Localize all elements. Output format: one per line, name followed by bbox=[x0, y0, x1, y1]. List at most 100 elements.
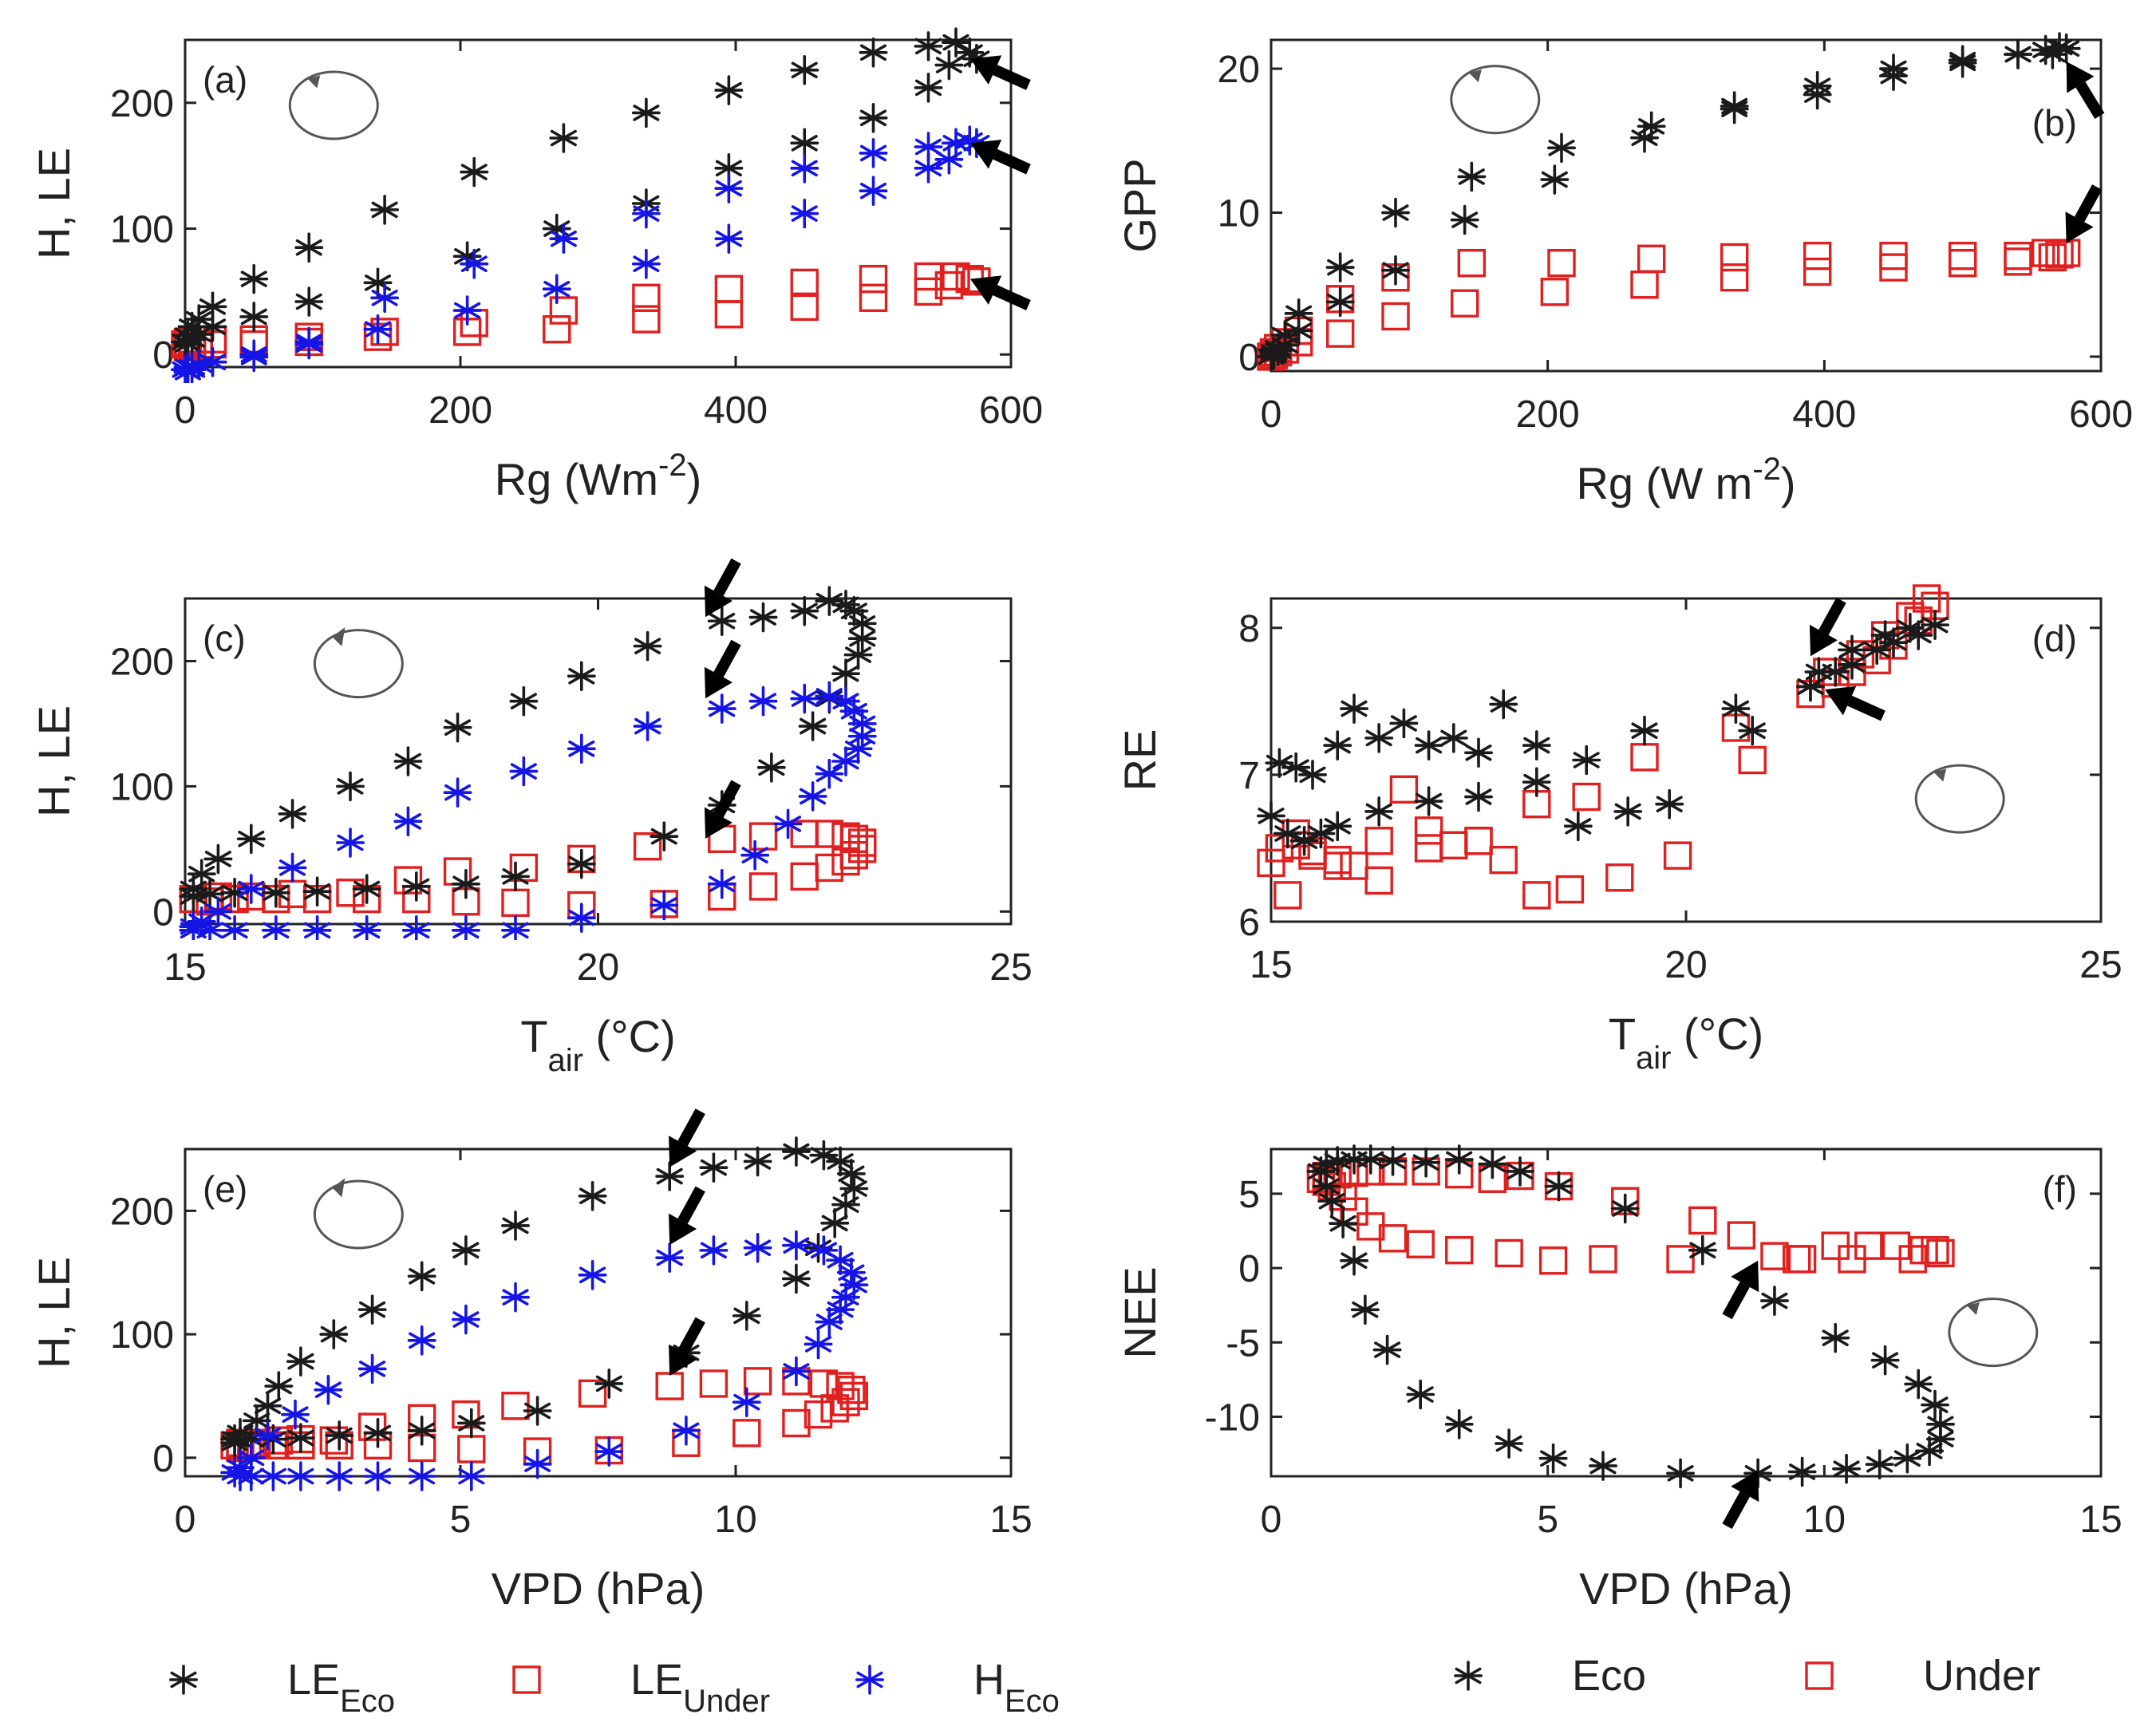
x-axis-label-sup: -2 bbox=[658, 448, 687, 483]
arrow-indicator bbox=[669, 1186, 705, 1246]
arrow-indicator bbox=[704, 780, 741, 839]
loop-direction-icon bbox=[313, 627, 404, 699]
point-gpp-under bbox=[1720, 243, 1749, 272]
y-tick-label: 0 bbox=[1238, 1248, 1260, 1290]
x-tick-label: 15 bbox=[2079, 1499, 2122, 1541]
point-le-eco bbox=[859, 102, 888, 133]
point-nee-eco bbox=[1478, 1148, 1507, 1179]
point-le-eco bbox=[847, 623, 877, 654]
arrow-indicator bbox=[970, 140, 1031, 175]
point-re-under bbox=[1605, 863, 1634, 892]
y-tick-label: 7 bbox=[1238, 755, 1260, 797]
x-axis-label-sub: air bbox=[548, 1043, 583, 1078]
point-h-eco bbox=[594, 1436, 624, 1467]
point-nee-eco bbox=[1340, 1245, 1368, 1276]
point-le-eco bbox=[220, 877, 250, 908]
legend-label-sub: Under bbox=[683, 1684, 770, 1719]
point-nee-eco bbox=[1495, 1428, 1524, 1459]
point-gpp-under bbox=[1720, 263, 1749, 292]
point-le-eco bbox=[407, 1415, 436, 1446]
point-h-eco bbox=[798, 781, 827, 812]
point-re-eco bbox=[1522, 767, 1551, 797]
point-le-eco bbox=[743, 1146, 772, 1177]
point-re-under bbox=[1555, 875, 1585, 904]
panel-label: (f) bbox=[2043, 1168, 2077, 1210]
point-le-eco bbox=[567, 848, 596, 879]
point-le-eco bbox=[294, 286, 324, 317]
point-h-eco bbox=[325, 1461, 354, 1491]
y-tick-label: 200 bbox=[110, 1191, 174, 1233]
y-axis-label: RE bbox=[1115, 729, 1165, 792]
point-h-eco bbox=[815, 1306, 844, 1337]
point-le-eco bbox=[567, 661, 596, 692]
point-gpp-under bbox=[1948, 248, 1977, 278]
point-nee-eco bbox=[1544, 1171, 1574, 1202]
point-gpp-under bbox=[1630, 271, 1659, 299]
point-le-under bbox=[914, 277, 943, 306]
point-h-eco bbox=[826, 1294, 855, 1325]
point-re-under bbox=[1364, 827, 1393, 855]
point-nee-eco bbox=[1865, 1449, 1894, 1479]
arrow-indicator bbox=[704, 558, 741, 618]
point-nee-eco bbox=[1610, 1193, 1640, 1224]
point-le-eco bbox=[820, 1208, 850, 1238]
x-tick-label: 5 bbox=[450, 1499, 472, 1541]
point-h-eco bbox=[699, 1235, 729, 1266]
point-h-eco bbox=[253, 1420, 282, 1451]
point-le-eco bbox=[549, 123, 578, 153]
point-le-under bbox=[699, 1369, 729, 1398]
point-re-under bbox=[1364, 866, 1393, 895]
point-h-eco bbox=[707, 868, 736, 899]
x-tick-label: 15 bbox=[164, 946, 206, 989]
point-nee-eco bbox=[1329, 1208, 1358, 1238]
x-axis-label: Tair (°C) bbox=[1609, 1009, 1763, 1076]
point-nee-eco bbox=[1915, 1436, 1945, 1467]
point-gpp-under bbox=[1540, 278, 1570, 306]
point-h-eco bbox=[650, 890, 679, 921]
plot-frame bbox=[1270, 1147, 2103, 1478]
point-gpp-under bbox=[1457, 248, 1487, 278]
point-h-eco bbox=[655, 1242, 685, 1273]
point-nee-eco bbox=[1406, 1379, 1435, 1410]
y-tick-label: 6 bbox=[1238, 902, 1260, 944]
point-le-under bbox=[831, 1388, 860, 1416]
arrow-indicator bbox=[1825, 685, 1886, 721]
point-le-under bbox=[357, 1412, 387, 1441]
point-h-eco bbox=[179, 915, 208, 940]
point-h-eco bbox=[843, 733, 873, 764]
point-re-eco bbox=[1522, 730, 1551, 760]
point-le-eco bbox=[509, 685, 539, 717]
data-points bbox=[1257, 32, 2081, 372]
legend-label-main: LE bbox=[287, 1656, 340, 1704]
point-gpp-eco bbox=[1457, 161, 1487, 192]
x-tick-label: 15 bbox=[1250, 944, 1292, 986]
point-gpp-eco bbox=[1381, 197, 1410, 228]
point-re-eco bbox=[1306, 818, 1336, 849]
point-le-eco bbox=[278, 799, 307, 829]
x-tick-label: 10 bbox=[1803, 1499, 1846, 1541]
point-le-eco bbox=[370, 195, 400, 225]
point-nee-eco bbox=[1921, 1389, 1949, 1420]
y-tick-label: 200 bbox=[110, 641, 174, 683]
point-nee-eco bbox=[1372, 1334, 1402, 1365]
legend-label-main: Under bbox=[1923, 1652, 2040, 1700]
point-le-under bbox=[393, 866, 423, 895]
point-nee-under bbox=[1926, 1238, 1955, 1268]
point-h-eco bbox=[352, 915, 381, 940]
point-le-eco bbox=[501, 861, 530, 892]
point-le-under bbox=[804, 1400, 833, 1429]
point-le-eco bbox=[220, 1428, 250, 1459]
panel-label: (c) bbox=[203, 618, 246, 659]
y-tick-label: 10 bbox=[1218, 193, 1260, 235]
x-tick-label: 25 bbox=[2079, 944, 2122, 986]
point-nee-eco bbox=[1666, 1458, 1696, 1489]
point-le-eco bbox=[781, 1263, 811, 1294]
x-axis-label-sub: air bbox=[1636, 1041, 1671, 1076]
loop-direction-icon bbox=[1914, 764, 2005, 834]
point-le-eco bbox=[831, 1189, 860, 1220]
x-axis-label-sup: -2 bbox=[1752, 452, 1781, 487]
x-tick-label: 10 bbox=[714, 1499, 756, 1541]
point-h-eco bbox=[815, 758, 844, 789]
legend-marker-le-eco bbox=[169, 1665, 198, 1695]
point-le-eco bbox=[633, 630, 662, 662]
